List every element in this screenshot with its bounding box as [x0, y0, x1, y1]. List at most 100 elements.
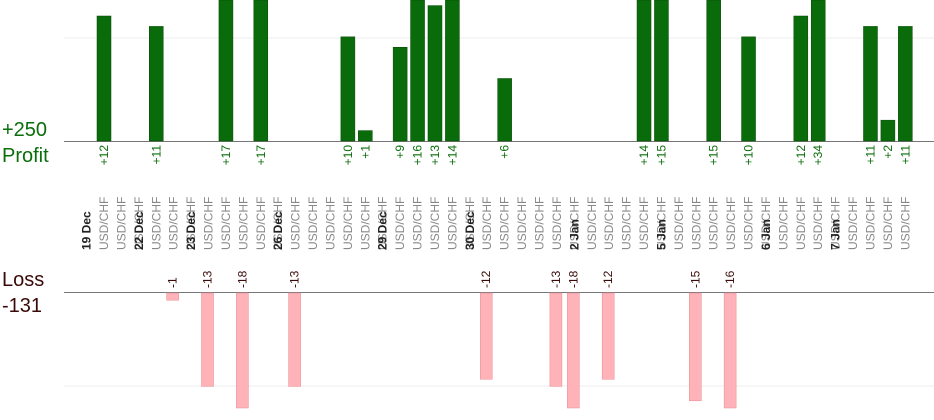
loss-value-label: -16	[723, 270, 737, 288]
loss-bar	[479, 292, 493, 380]
pair-tick-label: USD/CHF	[881, 197, 895, 250]
pair-tick-label: USD/CHF	[585, 197, 599, 250]
profit-bar	[427, 5, 443, 142]
profit-value-label: +12	[794, 145, 808, 166]
profit-bar	[706, 0, 721, 142]
pair-tick-label: USD/CHF	[724, 197, 738, 250]
profit-bar	[654, 0, 669, 142]
loss-value-label: -15	[688, 270, 702, 288]
loss-value-label: -13	[549, 270, 563, 288]
profit-bar	[810, 0, 826, 142]
pair-tick-label: USD/CHF	[376, 197, 390, 250]
pair-tick-label: USD/CHF	[341, 197, 355, 250]
profit-bar	[96, 15, 112, 142]
profit-bar	[636, 0, 652, 142]
profit-bar	[149, 26, 164, 142]
pair-tick-label: USD/CHF	[445, 197, 459, 250]
loss-bar	[166, 292, 179, 301]
pair-tick-label: USD/CHF	[132, 197, 146, 250]
loss-label: Loss	[2, 269, 45, 291]
chart-bars	[96, 0, 913, 409]
profit-value-label: +11	[898, 145, 912, 165]
pair-tick-label: USD/CHF	[306, 197, 320, 250]
pair-tick-label: USD/CHF	[533, 197, 547, 250]
pair-tick-label: USD/CHF	[254, 197, 268, 250]
profit-bar	[218, 0, 234, 142]
profit-value-label: +17	[219, 145, 233, 166]
pair-tick-label: USD/CHF	[393, 197, 407, 250]
profit-value-label: +10	[742, 145, 756, 166]
profit-value-label: +11	[149, 145, 163, 165]
profit-bar	[898, 26, 913, 142]
loss-bar	[549, 292, 563, 387]
pair-tick-label: USD/CHF	[480, 197, 494, 250]
profit-value-label: +11	[863, 145, 877, 165]
pair-tick-label: USD/CHF	[863, 197, 877, 250]
pair-tick-label: USD/CHF	[620, 197, 634, 250]
loss-value-label: -13	[201, 270, 215, 288]
loss-value-label: -12	[601, 270, 615, 288]
profit-value-label: +14	[637, 145, 651, 166]
loss-value-label: -18	[566, 270, 580, 288]
pair-tick-label: USD/CHF	[515, 197, 529, 250]
loss-bar	[567, 292, 580, 409]
pair-tick-label: USD/CHF	[463, 197, 477, 250]
profit-value-label: +15	[654, 145, 668, 166]
date-tick-label: 19 Dec	[80, 211, 94, 250]
profit-bar	[445, 0, 460, 142]
loss-bar	[236, 292, 249, 409]
profit-value-label: +14	[445, 145, 459, 166]
pair-tick-label: USD/CHF	[794, 197, 808, 250]
pair-tick-label: USD/CHF	[236, 197, 250, 250]
pair-tick-label: USD/CHF	[97, 197, 111, 250]
pair-tick-label: USD/CHF	[602, 197, 616, 250]
loss-bar	[201, 292, 214, 387]
pair-tick-label: USD/CHF	[811, 197, 825, 250]
pair-tick-label: USD/CHF	[428, 197, 442, 250]
pair-tick-label: USD/CHF	[219, 197, 233, 250]
pair-tick-label: USD/CHF	[323, 197, 337, 250]
profit-bar	[253, 0, 269, 142]
pair-tick-label: USD/CHF	[550, 197, 564, 250]
date-tick-label: 23 Dec	[184, 211, 198, 250]
profit-value-label: +15	[707, 145, 721, 166]
pair-tick-label: USD/CHF	[742, 197, 756, 250]
date-tick-label: 22 Dec	[132, 211, 146, 250]
pair-tick-label: USD/CHF	[271, 197, 285, 250]
profit-bar	[497, 78, 512, 142]
profit-value-label: +1	[358, 145, 372, 159]
profit-bar	[358, 130, 373, 142]
pair-tick-label: USD/CHF	[637, 197, 651, 250]
date-tick-label: 26 Dec	[271, 211, 285, 250]
date-tick-label: 7 Jan	[829, 219, 843, 250]
loss-bar	[723, 292, 737, 409]
profit-value-label: +2	[881, 145, 895, 159]
date-tick-label: 2 Jan	[567, 219, 581, 250]
date-tick-label: 30 Dec	[463, 211, 477, 250]
pair-tick-label: USD/CHF	[846, 197, 860, 250]
profit-value-label: +9	[393, 145, 407, 159]
pair-tick-label: USD/CHF	[498, 197, 512, 250]
profit-label: Profit	[2, 145, 49, 167]
loss-total-label: -131	[2, 295, 43, 317]
profit-value-label: +6	[498, 145, 512, 159]
profit-value-label: +13	[428, 145, 442, 166]
profit-bar	[410, 0, 425, 142]
pair-tick-label: USD/CHF	[707, 197, 721, 250]
pair-tick-label: USD/CHF	[411, 197, 425, 250]
pair-tick-label: USD/CHF	[289, 197, 303, 250]
loss-bar	[601, 292, 615, 380]
date-tick-label: 5 Jan	[654, 219, 668, 250]
profit-value-label: +17	[254, 145, 268, 166]
loss-value-label: -18	[235, 270, 249, 288]
profit-bar	[863, 26, 878, 142]
profit-bar	[340, 36, 356, 142]
pair-tick-label: USD/CHF	[829, 197, 843, 250]
profit-bar	[793, 15, 809, 142]
pair-tick-label: USD/CHF	[654, 197, 668, 250]
pair-tick-label: USD/CHF	[759, 197, 773, 250]
loss-value-label: -12	[479, 270, 493, 288]
pair-tick-label: USD/CHF	[149, 197, 163, 250]
